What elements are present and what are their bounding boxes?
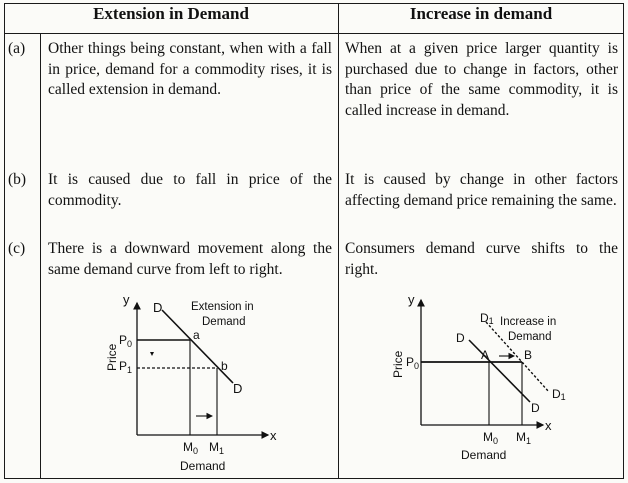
- header-divider: [4, 33, 624, 35]
- left-curve-label-top: D: [153, 300, 162, 315]
- row-label-c: (c): [8, 240, 26, 257]
- right-d1-bottom: D1: [552, 387, 566, 402]
- left-x-axis-label: x: [270, 428, 277, 443]
- right-m0: M0: [483, 430, 498, 446]
- left-point-b: b: [221, 359, 228, 373]
- left-y-axis-label: y: [123, 292, 130, 307]
- right-p0: P0: [406, 355, 419, 371]
- row-a-increase: When at a given price larger quantity is…: [345, 40, 618, 119]
- right-y-axis-label: y: [408, 292, 415, 307]
- right-x-axis-label: x: [545, 418, 552, 433]
- row-b-increase: It is caused by change in other factors …: [345, 171, 618, 209]
- row-c-extension: There is a downward movement along the s…: [48, 240, 332, 278]
- row-c-increase: Consumers demand curve shifts to the rig…: [345, 240, 618, 278]
- right-point-b: B: [524, 348, 532, 362]
- left-price-label: Price: [105, 343, 119, 371]
- left-m1: M1: [209, 440, 224, 456]
- comparison-table: [4, 3, 624, 479]
- center-column-divider: [338, 3, 340, 479]
- left-m0: M0: [183, 440, 198, 456]
- label-column-divider: [40, 33, 42, 479]
- left-title-2: Demand: [202, 316, 245, 328]
- right-d1-top: D1: [480, 311, 494, 326]
- row-b-extension: It is caused due to fall in price of the…: [48, 171, 332, 209]
- left-demand-label: Demand: [180, 459, 225, 473]
- right-price-label: Price: [391, 350, 405, 378]
- left-point-a: a: [193, 328, 200, 342]
- right-point-a: A: [481, 348, 489, 362]
- header-increase: Increase in demand: [409, 4, 553, 23]
- row-label-b: (b): [8, 171, 27, 188]
- left-p1: P1: [119, 359, 132, 375]
- row-a-extension: Other things being constant, when with a…: [48, 40, 332, 98]
- right-d-bottom: D: [531, 401, 540, 415]
- left-curve-label-bottom: D: [233, 381, 242, 396]
- right-title-1: Increase in: [500, 316, 556, 328]
- row-label-a: (a): [8, 40, 26, 57]
- right-d-top: D: [456, 331, 465, 345]
- right-m1: M1: [516, 430, 531, 446]
- right-title-2: Demand: [508, 331, 551, 343]
- left-p0: P0: [119, 333, 132, 349]
- header-extension: Extension in Demand: [93, 4, 249, 23]
- right-demand-label: Demand: [461, 448, 506, 462]
- left-title-1: Extension in: [191, 301, 254, 313]
